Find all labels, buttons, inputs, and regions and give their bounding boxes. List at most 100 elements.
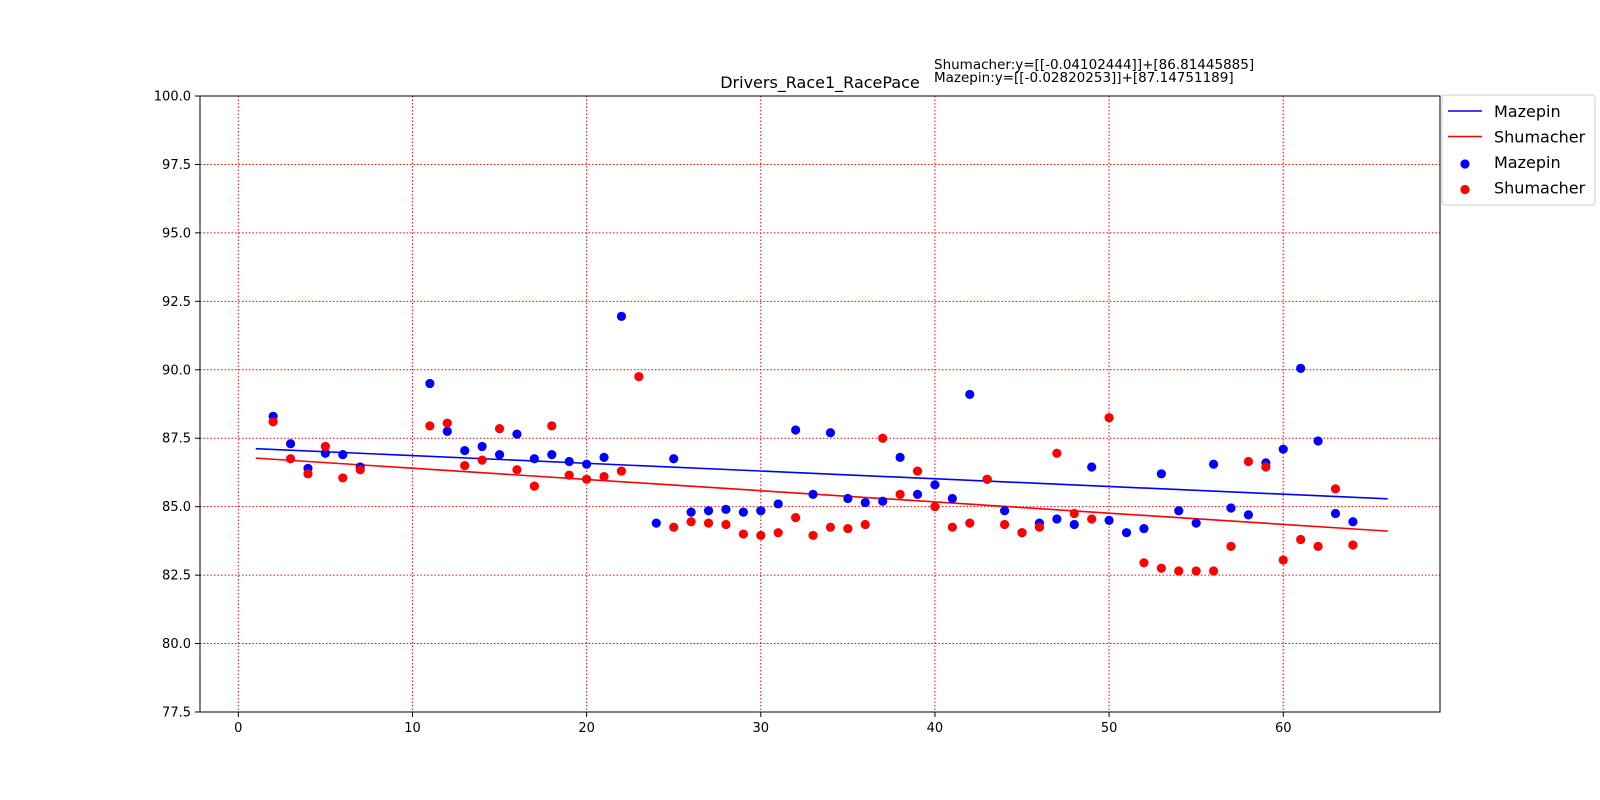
point-mazepin bbox=[808, 489, 818, 499]
point-mazepin bbox=[1330, 508, 1341, 519]
legend-marker-swatch bbox=[1460, 184, 1470, 195]
point-shumacher bbox=[686, 517, 696, 527]
legend-box bbox=[1441, 94, 1596, 206]
point-shumacher bbox=[320, 441, 330, 452]
point-shumacher bbox=[721, 519, 731, 530]
point-shumacher bbox=[1208, 566, 1219, 576]
point-mazepin bbox=[1296, 363, 1306, 374]
fit-line-shumacher bbox=[255, 457, 1388, 532]
y-tick-label: 85.0 bbox=[162, 500, 191, 515]
x-tick-label: 10 bbox=[404, 721, 421, 736]
point-mazepin bbox=[1226, 503, 1236, 513]
point-shumacher bbox=[895, 489, 905, 499]
point-mazepin bbox=[1121, 528, 1132, 538]
point-mazepin bbox=[703, 506, 714, 516]
point-shumacher bbox=[1104, 413, 1114, 423]
point-shumacher bbox=[947, 522, 957, 532]
point-mazepin bbox=[1139, 523, 1149, 534]
point-shumacher bbox=[1226, 541, 1236, 551]
point-shumacher bbox=[930, 502, 940, 512]
point-mazepin bbox=[947, 493, 957, 504]
y-tick-label: 80.0 bbox=[162, 637, 191, 652]
point-shumacher bbox=[355, 465, 365, 475]
legend-label: Mazepin bbox=[1494, 153, 1561, 172]
point-shumacher bbox=[512, 465, 522, 475]
point-mazepin bbox=[564, 456, 574, 467]
point-shumacher bbox=[738, 529, 748, 539]
y-tick-label: 87.5 bbox=[162, 432, 191, 447]
legend-label: Shumacher bbox=[1494, 128, 1586, 147]
point-mazepin bbox=[512, 429, 522, 439]
point-mazepin bbox=[1104, 515, 1114, 525]
point-mazepin bbox=[1052, 514, 1062, 524]
point-mazepin bbox=[1208, 459, 1219, 469]
point-shumacher bbox=[843, 523, 853, 534]
point-shumacher bbox=[303, 469, 313, 479]
fit-line-mazepin bbox=[255, 447, 1388, 500]
point-shumacher bbox=[1243, 456, 1254, 467]
point-mazepin bbox=[599, 452, 609, 462]
point-shumacher bbox=[460, 461, 470, 471]
y-tick-label: 92.5 bbox=[162, 295, 191, 310]
point-mazepin bbox=[860, 497, 870, 508]
point-shumacher bbox=[564, 470, 574, 480]
point-shumacher bbox=[1069, 508, 1079, 519]
point-shumacher bbox=[669, 522, 679, 532]
point-shumacher bbox=[634, 372, 644, 382]
legend-label: Mazepin bbox=[1494, 102, 1561, 121]
point-mazepin bbox=[756, 506, 766, 516]
point-shumacher bbox=[703, 518, 714, 528]
point-shumacher bbox=[860, 519, 870, 530]
y-tick-label: 82.5 bbox=[162, 569, 191, 584]
point-shumacher bbox=[477, 455, 487, 465]
point-shumacher bbox=[808, 530, 818, 541]
plot-frame bbox=[199, 95, 1441, 713]
legend: Mazepin Shumacher Mazepin Shumacher bbox=[1441, 94, 1596, 206]
point-mazepin bbox=[686, 507, 696, 517]
point-shumacher bbox=[1278, 555, 1288, 565]
point-shumacher bbox=[1313, 541, 1323, 551]
point-shumacher bbox=[338, 473, 348, 483]
point-mazepin bbox=[1000, 506, 1010, 516]
point-shumacher bbox=[599, 471, 609, 482]
point-shumacher bbox=[1034, 522, 1045, 532]
fit-lines bbox=[255, 447, 1388, 532]
legend-marker-swatch bbox=[1460, 159, 1470, 169]
point-mazepin bbox=[773, 499, 783, 509]
point-mazepin bbox=[651, 518, 661, 528]
point-shumacher bbox=[582, 474, 592, 484]
point-mazepin bbox=[477, 441, 487, 452]
x-tick-label: 0 bbox=[234, 721, 242, 736]
point-shumacher bbox=[1017, 528, 1027, 538]
point-mazepin bbox=[547, 450, 557, 460]
fit-equation-shumacher: Shumacher:y=[[-0.04102444]]+[86.81445885… bbox=[934, 57, 1254, 73]
point-shumacher bbox=[547, 421, 557, 431]
point-mazepin bbox=[1069, 519, 1079, 530]
point-shumacher bbox=[965, 518, 975, 528]
point-mazepin bbox=[895, 452, 905, 462]
point-mazepin bbox=[320, 448, 330, 458]
point-mazepin bbox=[582, 459, 592, 469]
point-mazepin bbox=[1348, 517, 1358, 527]
legend-label: Shumacher bbox=[1494, 179, 1586, 198]
point-shumacher bbox=[285, 454, 296, 464]
point-mazepin bbox=[930, 480, 940, 490]
point-mazepin bbox=[1243, 510, 1254, 520]
point-shumacher bbox=[494, 424, 505, 434]
point-shumacher bbox=[1348, 540, 1358, 550]
point-mazepin bbox=[1278, 444, 1288, 454]
x-tick-label: 20 bbox=[578, 721, 595, 736]
point-mazepin bbox=[825, 428, 836, 438]
point-mazepin bbox=[669, 454, 679, 464]
point-shumacher bbox=[1296, 534, 1306, 545]
point-shumacher bbox=[1000, 519, 1010, 530]
point-shumacher bbox=[268, 417, 278, 427]
point-mazepin bbox=[1313, 436, 1323, 446]
point-mazepin bbox=[1087, 462, 1097, 472]
point-shumacher bbox=[982, 474, 992, 484]
point-mazepin bbox=[494, 450, 505, 460]
x-tick-label: 30 bbox=[753, 721, 770, 736]
y-tick-label: 97.5 bbox=[162, 158, 191, 173]
